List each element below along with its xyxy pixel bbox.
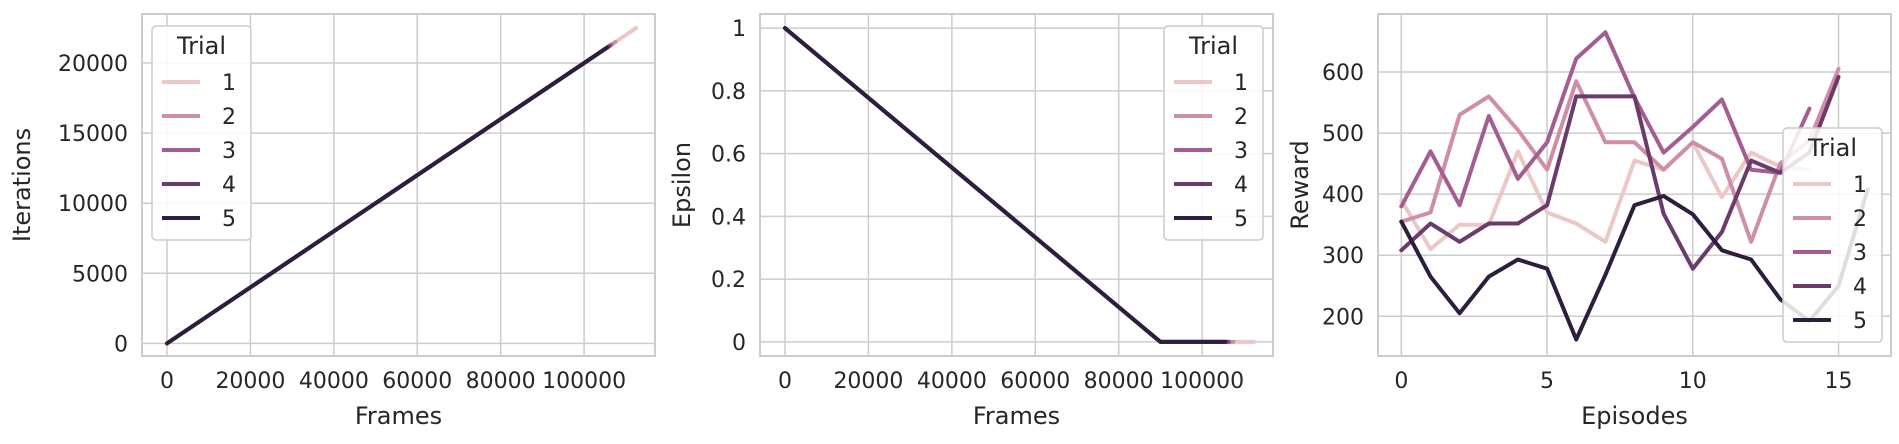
series-line-trial-4 bbox=[783, 26, 1230, 344]
legend-label-trial-1: 1 bbox=[222, 71, 236, 96]
legend-label-trial-1: 1 bbox=[1853, 173, 1867, 198]
y-tick-label: 0.4 bbox=[711, 205, 746, 230]
x-tick-label: 40000 bbox=[299, 369, 369, 394]
y-tick-label: 0.6 bbox=[711, 143, 746, 168]
legend-label-trial-4: 4 bbox=[222, 173, 236, 198]
legend-label-trial-3: 3 bbox=[222, 139, 236, 164]
legend-box bbox=[1163, 25, 1264, 241]
x-tick-label: 0 bbox=[160, 369, 174, 394]
y-tick-label: 200 bbox=[1322, 305, 1364, 330]
series-line-trial-3 bbox=[1399, 30, 1812, 209]
x-tick-label: 60000 bbox=[1000, 369, 1070, 394]
legend-label-trial-4: 4 bbox=[1234, 173, 1248, 198]
y-tick-label: 15000 bbox=[58, 122, 128, 147]
series-line-trial-1 bbox=[1399, 140, 1812, 252]
x-tick-label: 100000 bbox=[542, 369, 626, 394]
y-tick-label: 0.2 bbox=[711, 268, 746, 293]
y-tick-label: 0.8 bbox=[711, 80, 746, 105]
x-axis-label: Frames bbox=[973, 402, 1060, 430]
legend-label-trial-2: 2 bbox=[1234, 105, 1248, 130]
x-tick-label: 40000 bbox=[917, 369, 987, 394]
x-tick-label: 100000 bbox=[1160, 369, 1244, 394]
legend-box bbox=[151, 25, 252, 241]
y-tick-label: 300 bbox=[1322, 244, 1364, 269]
series-line-trial-5 bbox=[165, 45, 609, 346]
legend-label-trial-4: 4 bbox=[1853, 275, 1867, 300]
legend-title: Trial bbox=[1188, 32, 1238, 60]
panel-epsilon-vs-frames: 0 20000 40000 60000 80000 100000 0 0.2 0.4 0.6 0.8… bbox=[668, 13, 1274, 430]
x-tick-label: 20000 bbox=[215, 369, 285, 394]
series-line-trial-5 bbox=[783, 26, 1227, 344]
x-tick-label: 5 bbox=[1540, 369, 1554, 394]
legend: Trial 1 2 3 4 5 bbox=[1782, 127, 1883, 343]
y-tick-label: 10000 bbox=[58, 192, 128, 217]
legend-label-trial-3: 3 bbox=[1234, 139, 1248, 164]
y-tick-label: 500 bbox=[1322, 122, 1364, 147]
y-axis-label: Reward bbox=[1286, 140, 1314, 229]
legend-label-trial-2: 2 bbox=[1853, 207, 1867, 232]
legend-label-trial-5: 5 bbox=[1853, 309, 1867, 334]
x-axis-label: Episodes bbox=[1581, 402, 1688, 430]
y-tick-label: 1 bbox=[732, 17, 746, 42]
x-tick-label: 80000 bbox=[466, 369, 536, 394]
legend-label-trial-3: 3 bbox=[1853, 241, 1867, 266]
x-tick-label: 0 bbox=[1394, 369, 1408, 394]
axes-frame bbox=[759, 13, 1274, 357]
axes-frame bbox=[1377, 13, 1892, 357]
y-axis-label: Epsilon bbox=[668, 142, 696, 228]
x-tick-label: 0 bbox=[778, 369, 792, 394]
series-line-trial-3 bbox=[783, 26, 1232, 344]
y-tick-label: 0 bbox=[114, 332, 128, 357]
legend-title: Trial bbox=[176, 32, 226, 60]
x-tick-label: 20000 bbox=[833, 369, 903, 394]
y-axis-label: Iterations bbox=[8, 128, 36, 242]
x-axis-label: Frames bbox=[355, 402, 442, 430]
legend: Trial 1 2 3 4 5 bbox=[151, 25, 252, 241]
x-tick-label: 60000 bbox=[382, 369, 452, 394]
y-tick-label: 400 bbox=[1322, 183, 1364, 208]
legend: Trial 1 2 3 4 5 bbox=[1163, 25, 1264, 241]
y-tick-label: 600 bbox=[1322, 61, 1364, 86]
series-line-trial-2 bbox=[1399, 67, 1841, 244]
axes-frame bbox=[141, 13, 656, 357]
legend-box bbox=[1782, 127, 1883, 343]
legend-label-trial-2: 2 bbox=[222, 105, 236, 130]
x-tick-label: 15 bbox=[1825, 369, 1853, 394]
series-line-trial-4 bbox=[1399, 74, 1841, 271]
legend-title: Trial bbox=[1807, 134, 1857, 162]
y-tick-label: 20000 bbox=[58, 52, 128, 77]
panel-iterations-vs-frames: 0 20000 40000 60000 80000 100000 0 5000 10000 150… bbox=[8, 13, 656, 430]
legend-label-trial-5: 5 bbox=[222, 207, 236, 232]
x-tick-label: 80000 bbox=[1084, 369, 1154, 394]
legend-label-trial-1: 1 bbox=[1234, 71, 1248, 96]
x-tick-label: 10 bbox=[1679, 369, 1707, 394]
legend-label-trial-5: 5 bbox=[1234, 207, 1248, 232]
y-tick-label: 5000 bbox=[72, 262, 128, 287]
y-tick-label: 0 bbox=[732, 331, 746, 356]
